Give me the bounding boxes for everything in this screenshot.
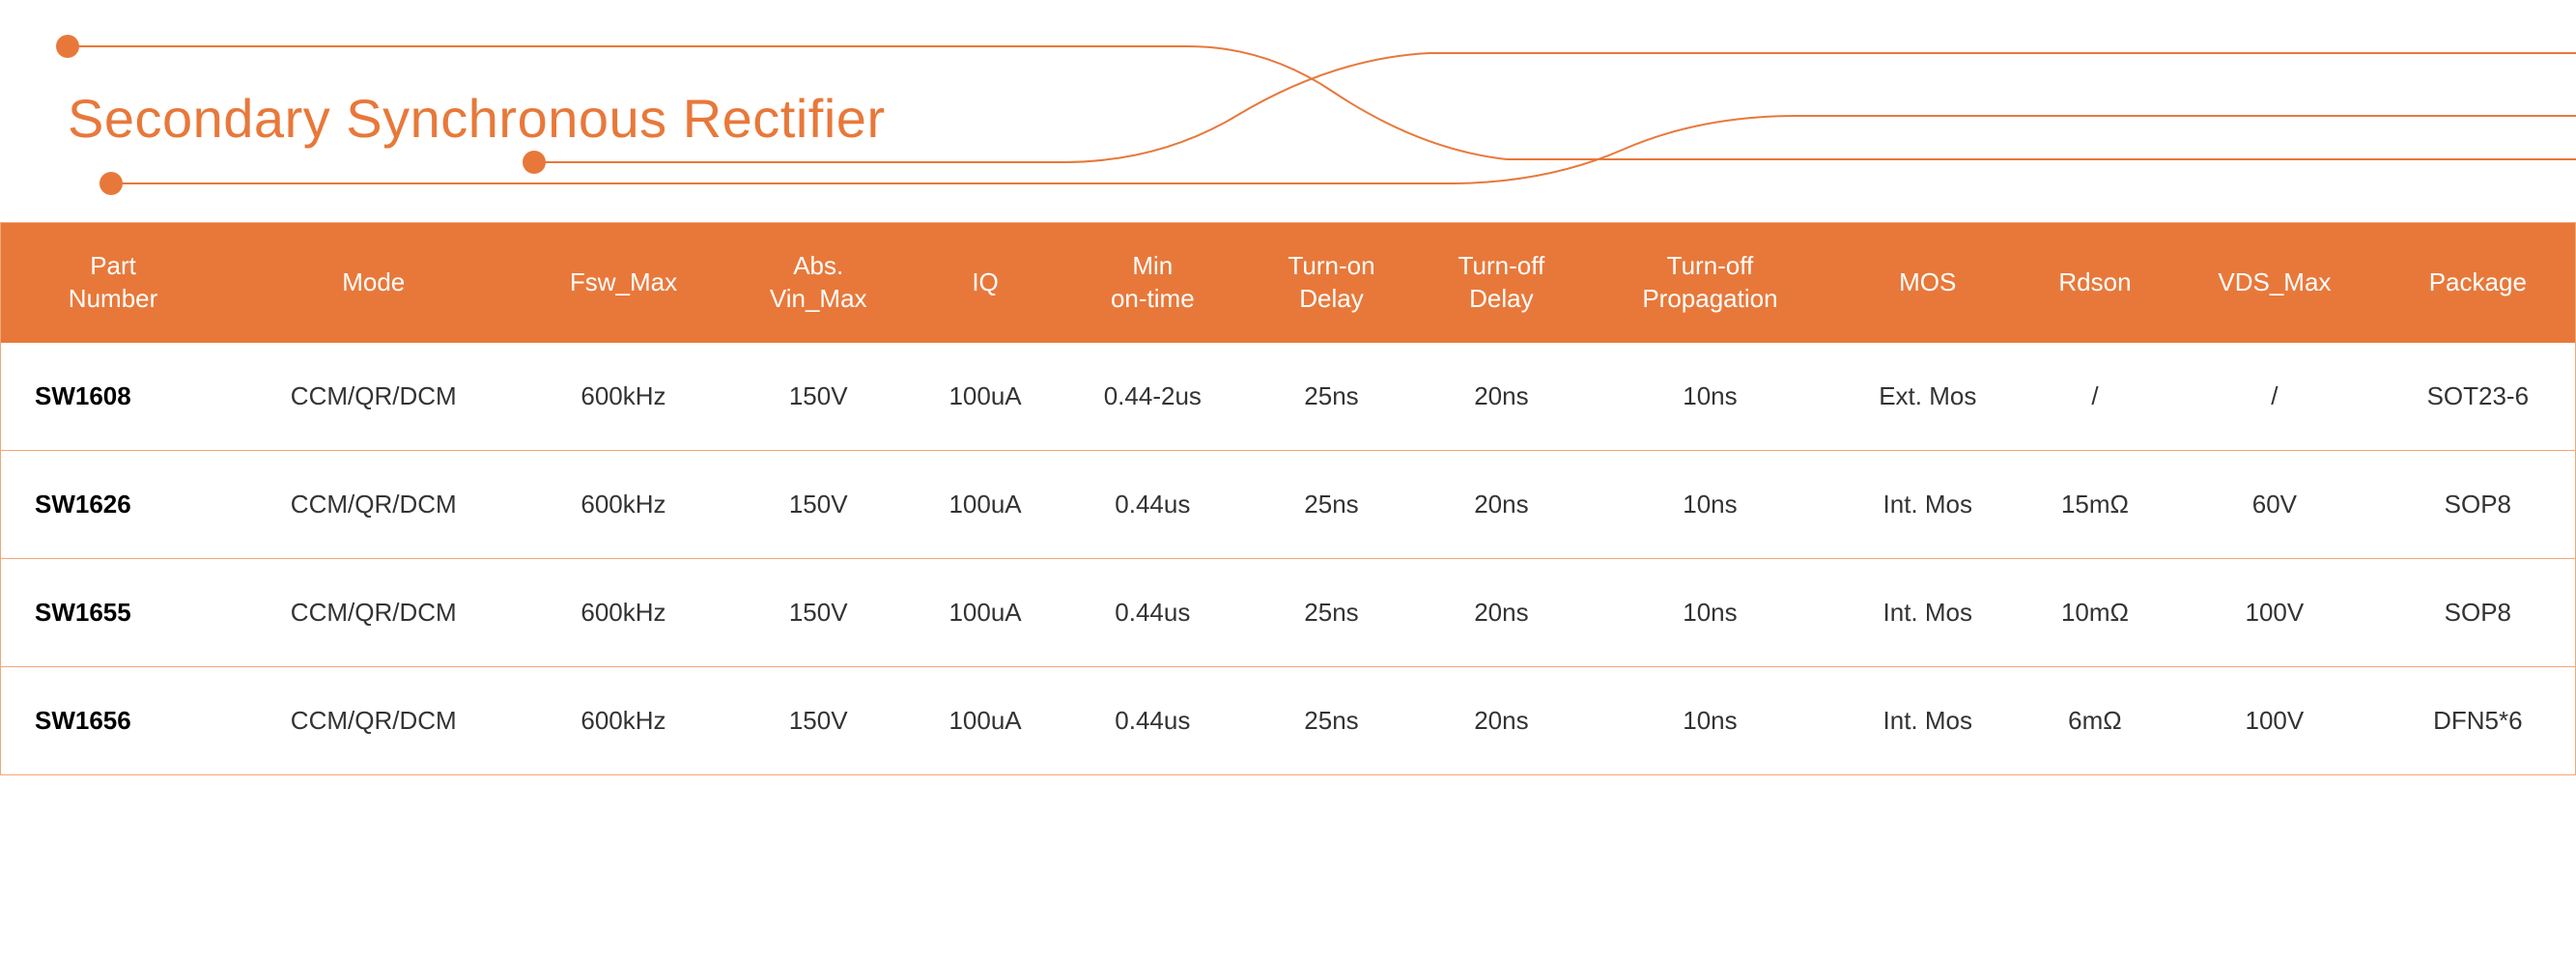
spec-cell: SOP8 [2381, 450, 2576, 558]
column-header: Package [2381, 223, 2576, 343]
spec-cell: Ext. Mos [1834, 343, 2022, 451]
spec-cell: 10ns [1586, 558, 1834, 666]
spec-cell: 150V [725, 558, 912, 666]
spec-cell: 100V [2168, 558, 2380, 666]
column-header: Turn-onDelay [1246, 223, 1416, 343]
spec-cell: 10ns [1586, 450, 1834, 558]
table-row: SW1608CCM/QR/DCM600kHz150V100uA0.44-2us2… [1, 343, 2576, 451]
part-number-cell: SW1626 [1, 450, 226, 558]
part-number-cell: SW1608 [1, 343, 226, 451]
header-section: Secondary Synchronous Rectifier [0, 0, 2576, 222]
spec-cell: 0.44us [1059, 666, 1246, 774]
spec-cell: / [2022, 343, 2168, 451]
spec-cell: CCM/QR/DCM [225, 343, 522, 451]
spec-cell: 25ns [1246, 558, 1416, 666]
spec-cell: SOT23-6 [2381, 343, 2576, 451]
spec-cell: 10mΩ [2022, 558, 2168, 666]
column-header: MOS [1834, 223, 2022, 343]
spec-cell: 0.44us [1059, 558, 1246, 666]
spec-cell: 0.44-2us [1059, 343, 1246, 451]
column-header: VDS_Max [2168, 223, 2380, 343]
spec-cell: / [2168, 343, 2380, 451]
spec-cell: Int. Mos [1834, 666, 2022, 774]
spec-cell: DFN5*6 [2381, 666, 2576, 774]
spec-cell: 100uA [912, 666, 1059, 774]
spec-cell: CCM/QR/DCM [225, 450, 522, 558]
table-row: SW1655CCM/QR/DCM600kHz150V100uA0.44us25n… [1, 558, 2576, 666]
table-row: SW1626CCM/QR/DCM600kHz150V100uA0.44us25n… [1, 450, 2576, 558]
spec-cell: 6mΩ [2022, 666, 2168, 774]
table-header-row: PartNumberModeFsw_MaxAbs.Vin_MaxIQMinon-… [1, 223, 2576, 343]
table-body: SW1608CCM/QR/DCM600kHz150V100uA0.44-2us2… [1, 343, 2576, 775]
spec-cell: 60V [2168, 450, 2380, 558]
column-header: Minon-time [1059, 223, 1246, 343]
spec-cell: 20ns [1417, 666, 1587, 774]
column-header: Mode [225, 223, 522, 343]
spec-table: PartNumberModeFsw_MaxAbs.Vin_MaxIQMinon-… [0, 222, 2576, 775]
spec-cell: Int. Mos [1834, 450, 2022, 558]
spec-cell: 600kHz [522, 450, 724, 558]
column-header: Fsw_Max [522, 223, 724, 343]
part-number-cell: SW1656 [1, 666, 226, 774]
spec-cell: 100uA [912, 558, 1059, 666]
spec-cell: 25ns [1246, 666, 1416, 774]
spec-cell: CCM/QR/DCM [225, 558, 522, 666]
spec-cell: 10ns [1586, 343, 1834, 451]
spec-cell: 150V [725, 666, 912, 774]
spec-cell: 600kHz [522, 666, 724, 774]
column-header: Abs.Vin_Max [725, 223, 912, 343]
column-header: Turn-offDelay [1417, 223, 1587, 343]
spec-cell: 100V [2168, 666, 2380, 774]
spec-cell: 100uA [912, 450, 1059, 558]
spec-cell: 150V [725, 343, 912, 451]
spec-cell: Int. Mos [1834, 558, 2022, 666]
spec-cell: 20ns [1417, 343, 1587, 451]
spec-cell: 0.44us [1059, 450, 1246, 558]
spec-cell: 20ns [1417, 450, 1587, 558]
spec-cell: SOP8 [2381, 558, 2576, 666]
column-header: IQ [912, 223, 1059, 343]
spec-cell: CCM/QR/DCM [225, 666, 522, 774]
part-number-cell: SW1655 [1, 558, 226, 666]
column-header: PartNumber [1, 223, 226, 343]
column-header: Turn-offPropagation [1586, 223, 1834, 343]
spec-table-container: PartNumberModeFsw_MaxAbs.Vin_MaxIQMinon-… [0, 222, 2576, 775]
table-header: PartNumberModeFsw_MaxAbs.Vin_MaxIQMinon-… [1, 223, 2576, 343]
column-header: Rdson [2022, 223, 2168, 343]
spec-cell: 600kHz [522, 558, 724, 666]
table-row: SW1656CCM/QR/DCM600kHz150V100uA0.44us25n… [1, 666, 2576, 774]
spec-cell: 15mΩ [2022, 450, 2168, 558]
spec-cell: 150V [725, 450, 912, 558]
spec-cell: 25ns [1246, 343, 1416, 451]
spec-cell: 20ns [1417, 558, 1587, 666]
spec-cell: 10ns [1586, 666, 1834, 774]
spec-cell: 600kHz [522, 343, 724, 451]
spec-cell: 25ns [1246, 450, 1416, 558]
page-title: Secondary Synchronous Rectifier [68, 87, 886, 150]
spec-cell: 100uA [912, 343, 1059, 451]
